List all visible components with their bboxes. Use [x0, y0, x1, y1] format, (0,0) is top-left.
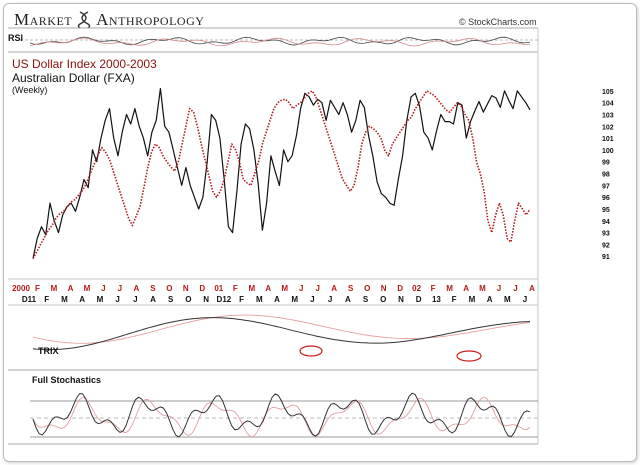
x-tick-label-top: S	[150, 284, 156, 293]
x-tick-label-top: S	[348, 284, 354, 293]
usd-index-line	[32, 87, 531, 259]
x-tick-label-top: 2000	[12, 284, 30, 293]
brand-right: Anthropology	[96, 10, 205, 29]
x-tick-label-top: N	[183, 284, 189, 293]
x-tick-label-bottom: D	[416, 295, 422, 304]
x-tick-label-bottom: M	[504, 295, 511, 304]
y-tick-label: 96	[602, 195, 610, 202]
y-tick-label: 105	[602, 89, 614, 96]
x-tick-label-bottom: J	[310, 295, 314, 304]
x-tick-label-bottom: M	[291, 295, 298, 304]
y-tick-label: 100	[602, 148, 614, 155]
x-tick-label-top: A	[529, 284, 535, 293]
fxa-dotted-line	[32, 90, 531, 259]
x-tick-label-top: O	[166, 284, 172, 293]
x-tick-label-top: A	[463, 284, 469, 293]
x-tick-label-top: D	[199, 284, 205, 293]
chart-title: US Dollar Index 2000-2003	[12, 57, 157, 71]
x-tick-label-bottom: N	[203, 295, 209, 304]
rsi-label: RSI	[8, 33, 24, 43]
y-tick-label: 94	[602, 219, 610, 226]
x-tick-label-bottom: O	[380, 295, 386, 304]
x-tick-label-top: N	[381, 284, 387, 293]
x-tick-label-bottom: J	[523, 295, 527, 304]
x-tick-label-bottom: F	[44, 295, 49, 304]
y-tick-label: 93	[602, 231, 610, 238]
dna-helix-icon	[77, 11, 91, 29]
stochastics-k-line	[32, 392, 531, 438]
x-tick-label-top: D	[397, 284, 403, 293]
y-tick-label: 92	[602, 242, 610, 249]
x-tick-label-bottom: F	[239, 295, 244, 304]
y-tick-label: 101	[602, 136, 614, 143]
trix-line	[32, 317, 531, 351]
x-tick-label-top: O	[364, 284, 370, 293]
x-tick-label-top: 01	[214, 284, 223, 293]
rsi-line-red	[29, 37, 531, 47]
x-tick-label-bottom: A	[345, 295, 351, 304]
x-tick-label-bottom: J	[115, 295, 119, 304]
y-tick-label: 103	[602, 113, 614, 120]
source-credit: © StockCharts.com	[459, 17, 537, 27]
x-tick-label-bottom: A	[79, 295, 85, 304]
x-tick-label-top: M	[248, 284, 255, 293]
x-tick-label-top: A	[134, 284, 140, 293]
x-tick-label-top: M	[446, 284, 453, 293]
trix-label: TRIX	[38, 346, 59, 356]
y-tick-label: 99	[602, 160, 610, 167]
x-tick-label-top: M	[51, 284, 58, 293]
x-tick-label-bottom: N	[398, 295, 404, 304]
y-tick-label: 97	[602, 183, 610, 190]
x-tick-label-top: F	[35, 284, 40, 293]
x-tick-label-top: M	[84, 284, 91, 293]
x-tick-label-bottom: M	[256, 295, 263, 304]
trix-signal-line	[32, 314, 531, 344]
x-tick-label-top: F	[233, 284, 238, 293]
y-tick-label: 91	[602, 254, 610, 261]
x-tick-label-bottom: A	[274, 295, 280, 304]
x-tick-label-top: J	[497, 284, 501, 293]
x-tick-label-bottom: 13	[432, 295, 441, 304]
y-tick-label: 104	[602, 101, 614, 108]
x-tick-label-top: M	[479, 284, 486, 293]
x-tick-label-top: F	[431, 284, 436, 293]
x-tick-label-bottom: O	[185, 295, 191, 304]
x-tick-label-bottom: S	[168, 295, 174, 304]
y-tick-label: 95	[602, 207, 610, 214]
x-tick-label-bottom: D12	[217, 295, 232, 304]
x-tick-label-bottom: A	[150, 295, 156, 304]
brand-left: Market	[14, 10, 73, 29]
chart-subtitle: Australian Dollar (FXA)	[12, 71, 135, 85]
x-tick-label-top: A	[331, 284, 337, 293]
brand-logo: Market Anthropology	[14, 10, 204, 30]
x-tick-label-top: J	[118, 284, 122, 293]
x-tick-label-bottom: J	[328, 295, 332, 304]
x-tick-label-bottom: F	[452, 295, 457, 304]
x-tick-label-bottom: M	[61, 295, 68, 304]
x-tick-label-bottom: M	[97, 295, 104, 304]
y-tick-label: 102	[602, 124, 614, 131]
x-tick-label-top: J	[513, 284, 517, 293]
x-tick-label-bottom: A	[487, 295, 493, 304]
x-tick-label-bottom: S	[363, 295, 369, 304]
x-tick-label-top: J	[299, 284, 303, 293]
chart-note: (Weekly)	[12, 85, 48, 95]
rsi-line-black	[29, 36, 531, 46]
x-tick-label-bottom: M	[469, 295, 476, 304]
x-tick-label-top: J	[315, 284, 319, 293]
x-tick-label-bottom: D11	[22, 295, 37, 304]
stochastics-label: Full Stochastics	[32, 375, 102, 385]
x-tick-label-top: J	[101, 284, 105, 293]
chart-frame: Market Anthropology © StockCharts.com	[3, 3, 637, 462]
x-tick-label-top: M	[281, 284, 288, 293]
x-tick-label-top: A	[68, 284, 74, 293]
trix-highlight-circle-1	[299, 345, 323, 357]
trix-highlight-circle-2	[456, 350, 482, 362]
y-tick-label: 98	[602, 172, 610, 179]
x-tick-label-top: A	[265, 284, 271, 293]
x-tick-label-top: 02	[412, 284, 421, 293]
x-tick-label-bottom: J	[133, 295, 137, 304]
